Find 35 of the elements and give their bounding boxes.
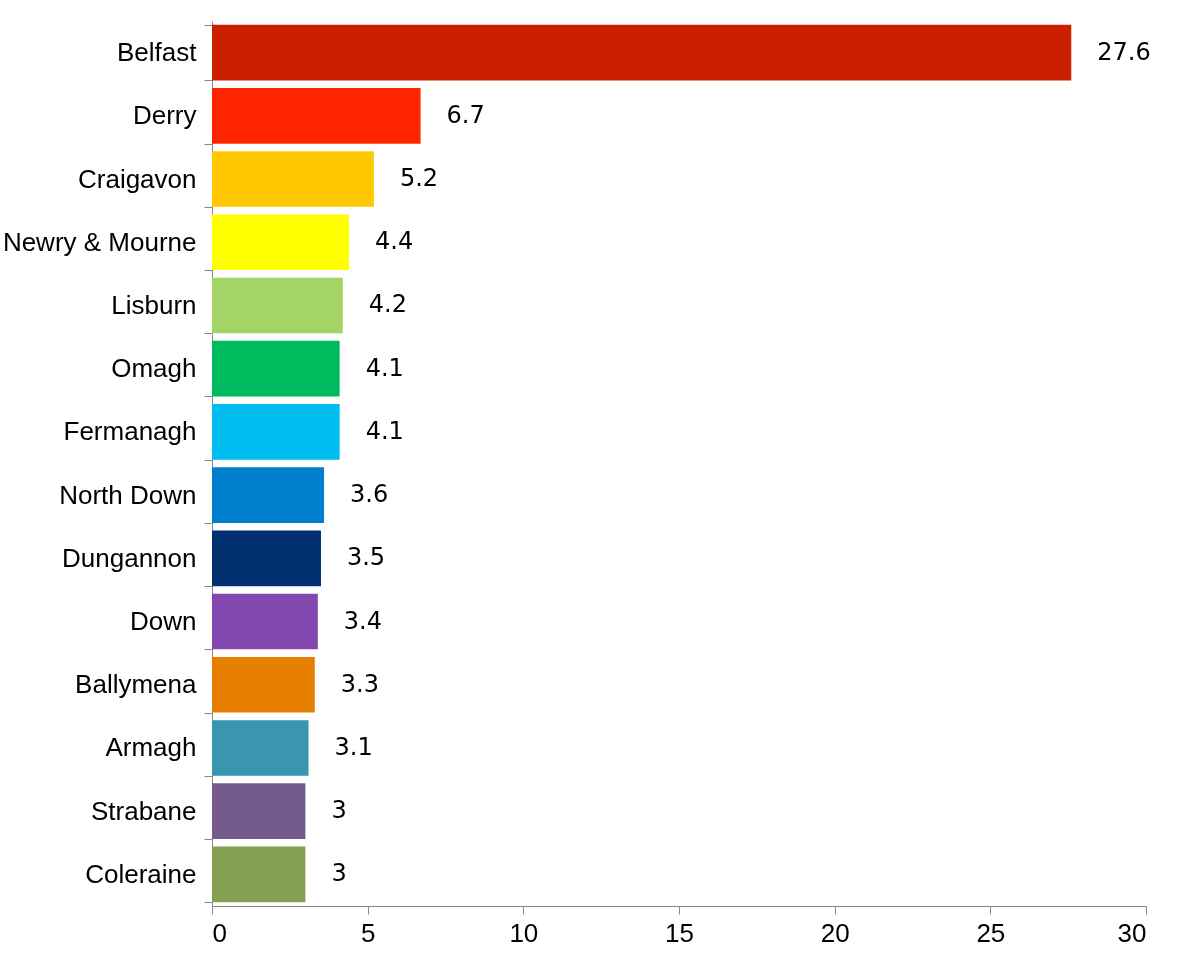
y-tick-label: Lisburn <box>111 289 197 320</box>
data-label: 3.5 <box>346 543 386 572</box>
y-tick-label: Derry <box>132 100 197 131</box>
y-tick-label: Down <box>130 606 197 637</box>
data-label: 3.6 <box>350 480 389 509</box>
data-label: 6.7 <box>446 100 485 129</box>
y-tick-label: Strabane <box>90 795 197 826</box>
x-tick-label: 30 <box>1117 917 1147 948</box>
data-label: 4.1 <box>365 353 404 382</box>
x-tick-label: 0 <box>212 917 227 948</box>
y-tick-label: Belfast <box>117 37 198 68</box>
y-tick-label: Dungannon <box>62 542 197 573</box>
y-tick-label: Omagh <box>111 353 197 384</box>
data-label: 3 <box>331 859 347 888</box>
data-label: 4.2 <box>368 290 407 319</box>
x-tick-label: 15 <box>665 917 694 948</box>
x-tick-label: 10 <box>509 917 539 948</box>
y-tick-label: Ballymena <box>75 669 198 700</box>
x-tick-label: 20 <box>820 917 850 948</box>
y-tick-label: Newry & Mourne <box>2 226 197 257</box>
data-label: 3 <box>331 796 347 825</box>
data-label: 27.6 <box>1097 37 1151 66</box>
y-tick-label: North Down <box>59 479 197 510</box>
x-tick-label: 5 <box>360 917 376 948</box>
data-label: 4.1 <box>365 416 404 445</box>
x-tick-label: 25 <box>976 917 1006 948</box>
y-tick-label: Craigavon <box>77 163 197 194</box>
data-label: 5.2 <box>399 164 439 193</box>
y-tick-label: Armagh <box>105 732 197 763</box>
data-label: 3.3 <box>340 669 379 698</box>
y-tick-label: Fermanagh <box>63 416 197 447</box>
data-label: 4.4 <box>374 227 414 256</box>
data-label: 3.4 <box>343 606 383 635</box>
y-tick-label: Coleraine <box>85 858 197 889</box>
data-label: 3.1 <box>334 732 373 761</box>
